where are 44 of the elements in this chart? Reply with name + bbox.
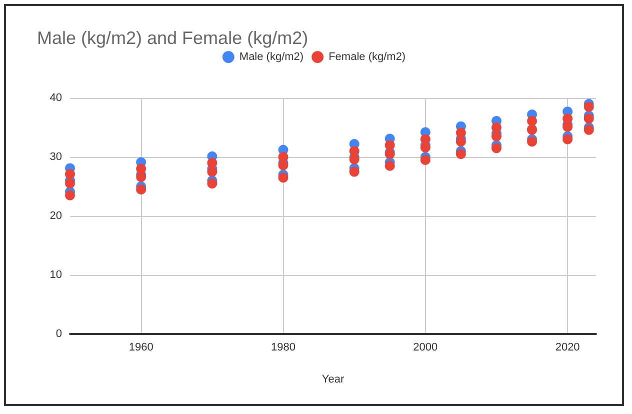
y-tick-label: 0 [56, 328, 62, 340]
point [65, 169, 75, 180]
point [384, 160, 395, 171]
point [349, 166, 360, 177]
point [65, 178, 75, 189]
point [136, 184, 146, 194]
point [136, 172, 146, 182]
point [278, 160, 288, 170]
point [349, 154, 360, 164]
x-tick-label: 1960 [128, 342, 154, 354]
y-tick-label: 30 [50, 151, 62, 163]
point [349, 146, 360, 156]
point [456, 149, 466, 160]
y-tick-label: 20 [50, 210, 62, 222]
point [207, 158, 218, 168]
point [420, 142, 430, 153]
point [278, 172, 288, 183]
x-axis-title: Year [322, 374, 344, 386]
point [456, 128, 466, 138]
point [207, 178, 218, 189]
x-tick-label: 2020 [555, 342, 580, 354]
point [456, 136, 466, 147]
x-tick-label: 2000 [413, 342, 438, 354]
point [584, 114, 594, 124]
point [584, 102, 594, 112]
point [65, 190, 75, 200]
point [491, 143, 502, 154]
point [527, 136, 538, 147]
chart-title: Male (kg/m2) and Female (kg/m2) [37, 28, 308, 48]
point [527, 116, 538, 126]
point [384, 140, 395, 150]
point [491, 122, 502, 132]
point [562, 134, 573, 144]
x-tick-label: 1980 [271, 342, 296, 354]
point [420, 154, 430, 165]
point [584, 124, 594, 135]
point [207, 166, 218, 177]
y-tick-label: 10 [50, 269, 62, 281]
legend-label: Female (kg/m2) [328, 51, 406, 63]
point [562, 114, 573, 124]
y-tick-label: 40 [50, 92, 62, 104]
point [491, 131, 502, 142]
legend-label: Male (kg/m2) [239, 51, 304, 63]
point [278, 152, 288, 162]
